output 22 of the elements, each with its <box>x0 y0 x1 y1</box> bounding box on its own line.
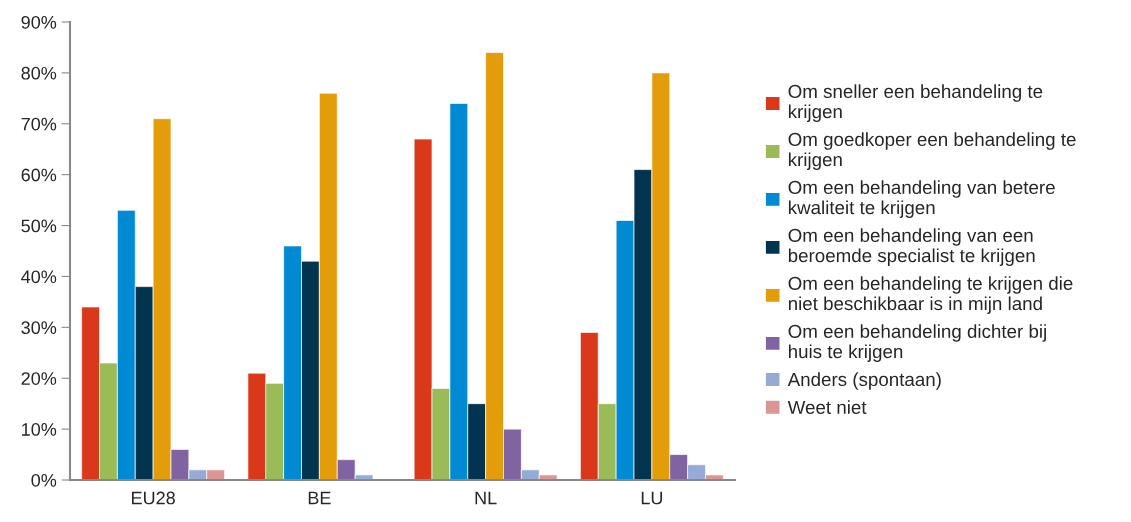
x-tick-label: LU <box>641 491 663 505</box>
legend-label: Om sneller een behandeling te krijgen <box>788 84 1043 122</box>
y-tick-label: 50% <box>21 219 57 233</box>
y-tick-label: 30% <box>21 321 57 335</box>
legend-label: Om een behandeling dichter bij huis te krijgen <box>788 324 1046 362</box>
x-tick-label: BE <box>308 491 331 505</box>
legend-label: Om goedkoper een behandeling te krijgen <box>788 132 1076 170</box>
legend-label: Om een behandeling van betere kwaliteit te krijgen <box>788 180 1055 218</box>
y-tick-label: 0% <box>31 473 57 487</box>
y-tick-label: 90% <box>21 15 57 29</box>
legend-label: Weet niet <box>787 400 867 414</box>
legend-label: Anders (spontaan) <box>787 372 941 390</box>
y-tick-label: 40% <box>21 270 57 284</box>
x-tick-label: NL <box>475 491 497 505</box>
x-tick-label: EU28 <box>132 491 175 505</box>
y-tick-label: 10% <box>22 423 57 436</box>
y-tick-label: 20% <box>21 372 57 385</box>
y-tick-label: 80% <box>21 66 57 80</box>
y-tick-label: 70% <box>21 117 57 131</box>
legend-label: Om een behandeling van een beroemde specialist te krijgen <box>788 228 1035 266</box>
legend-label: Om een behandeling te krijgen die niet beschikbaar is in mijn land <box>788 276 1073 314</box>
y-tick-label: 60% <box>21 168 57 182</box>
